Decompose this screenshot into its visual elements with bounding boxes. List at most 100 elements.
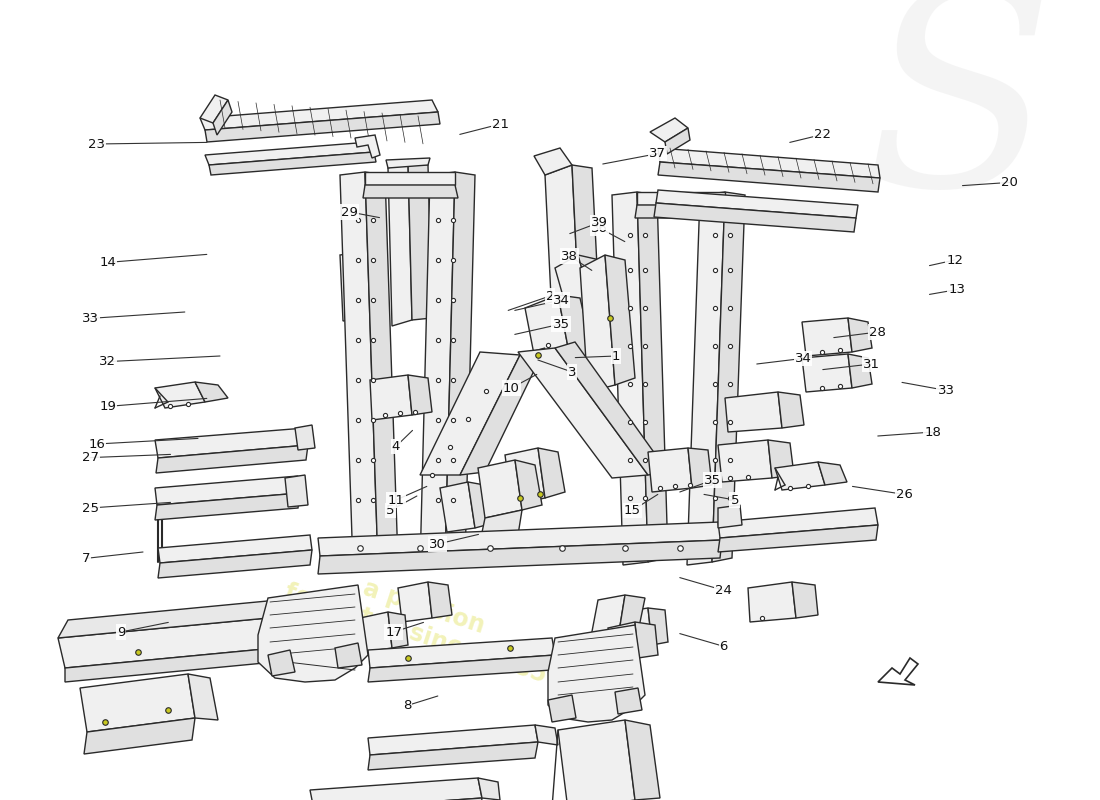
Text: 21: 21 [492,118,509,130]
Polygon shape [285,475,308,507]
Polygon shape [518,348,648,478]
Polygon shape [548,695,576,722]
Polygon shape [188,674,218,720]
Polygon shape [428,582,452,618]
Text: 39: 39 [591,216,608,229]
Polygon shape [258,585,369,682]
Polygon shape [590,595,625,642]
Polygon shape [386,158,430,168]
Text: 36: 36 [591,222,608,234]
Text: a passion
for detail since 1985: a passion for detail since 1985 [282,553,559,687]
Polygon shape [650,118,688,142]
Polygon shape [388,612,408,648]
Polygon shape [637,192,668,562]
Polygon shape [478,460,522,518]
Text: 28: 28 [869,326,887,338]
Polygon shape [368,742,538,770]
Text: 34: 34 [794,352,812,365]
Polygon shape [312,798,482,800]
Polygon shape [408,162,432,320]
Polygon shape [480,510,522,542]
Polygon shape [368,725,538,755]
Polygon shape [155,476,300,505]
Polygon shape [818,462,847,485]
Polygon shape [688,448,712,488]
Text: 19: 19 [99,400,117,413]
Text: 6: 6 [719,640,728,653]
Text: 33: 33 [937,384,955,397]
Text: 29: 29 [341,206,359,218]
Text: 33: 33 [81,312,99,325]
Polygon shape [368,655,556,682]
Polygon shape [478,778,500,800]
Polygon shape [615,688,642,714]
Text: 7: 7 [81,552,90,565]
Polygon shape [84,718,195,754]
Text: 37: 37 [649,147,667,160]
Text: 24: 24 [715,584,733,597]
Text: 11: 11 [387,494,405,506]
Polygon shape [635,622,658,658]
Text: 31: 31 [862,358,880,370]
Polygon shape [688,192,725,565]
Polygon shape [158,535,312,563]
Polygon shape [656,190,858,218]
Text: 34: 34 [552,294,570,306]
Polygon shape [618,595,645,638]
Text: 27: 27 [81,451,99,464]
Polygon shape [558,295,595,368]
Polygon shape [200,100,438,130]
Polygon shape [80,674,195,732]
Polygon shape [792,582,818,618]
Polygon shape [205,112,440,142]
Text: 15: 15 [624,504,641,517]
Polygon shape [195,382,228,402]
Polygon shape [635,205,728,218]
Polygon shape [654,203,856,232]
Polygon shape [658,162,880,192]
Text: 18: 18 [924,426,942,438]
Polygon shape [621,608,652,648]
Polygon shape [365,172,455,185]
Polygon shape [535,725,558,745]
Polygon shape [205,142,374,165]
Polygon shape [848,318,872,352]
Text: 32: 32 [99,355,117,368]
Polygon shape [388,162,412,326]
Polygon shape [65,648,275,682]
Polygon shape [802,318,852,356]
Polygon shape [58,600,278,638]
Polygon shape [608,622,638,662]
Polygon shape [336,643,362,668]
Polygon shape [548,625,645,722]
Polygon shape [310,778,482,800]
Text: 26: 26 [895,488,913,501]
Text: 2: 2 [546,290,554,302]
Text: 35: 35 [552,318,570,330]
Text: 10: 10 [503,382,520,394]
Text: 35: 35 [704,474,722,486]
Text: 23: 23 [88,138,106,150]
Polygon shape [658,148,880,178]
Polygon shape [718,505,743,528]
Polygon shape [468,482,497,528]
Polygon shape [213,100,232,135]
Polygon shape [538,448,565,498]
Polygon shape [360,252,378,318]
Text: 38: 38 [561,250,579,262]
Polygon shape [318,522,722,556]
Polygon shape [370,375,412,420]
Polygon shape [666,128,690,154]
Polygon shape [558,720,635,800]
Polygon shape [556,255,596,328]
Polygon shape [155,382,205,408]
Polygon shape [748,582,796,622]
Polygon shape [776,462,825,490]
Polygon shape [848,354,872,388]
Polygon shape [200,95,228,123]
Polygon shape [420,172,455,568]
Text: 8: 8 [403,699,411,712]
Polygon shape [768,440,794,478]
Polygon shape [725,392,782,432]
Polygon shape [368,638,556,668]
